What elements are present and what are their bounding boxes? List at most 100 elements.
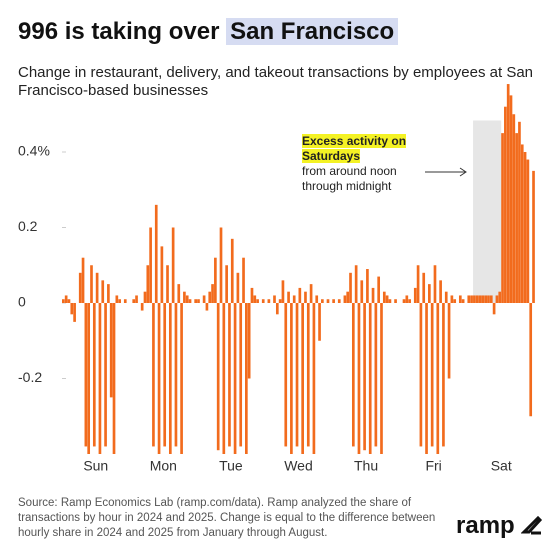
bar (349, 272, 352, 303)
logo-icon (520, 515, 543, 535)
bar (292, 295, 296, 303)
bar (492, 303, 496, 315)
chart-title: 996 is taking over (18, 18, 220, 45)
bar (239, 303, 243, 447)
bar (84, 303, 88, 447)
y-tick-label: -0.2 (18, 369, 42, 385)
bar (166, 265, 169, 303)
bar (256, 299, 259, 303)
bar (163, 303, 167, 447)
y-tick-label: 0.4% (18, 143, 50, 159)
annotation: Excess activity on Saturdays from around … (302, 134, 422, 194)
bar (185, 295, 189, 303)
bar (304, 291, 307, 303)
bar (104, 303, 107, 447)
bar (402, 299, 406, 303)
bar (332, 299, 335, 303)
bar (357, 303, 361, 454)
bar (351, 303, 355, 447)
bar (515, 133, 518, 303)
bar (366, 269, 369, 303)
bar (473, 295, 476, 303)
bar (405, 295, 409, 303)
bar (228, 303, 231, 447)
bar (458, 295, 462, 303)
bar (439, 280, 442, 303)
bar (380, 303, 383, 454)
bar (436, 303, 440, 454)
bar (321, 299, 324, 303)
bar (487, 295, 490, 303)
bar (95, 272, 99, 303)
bar (306, 303, 310, 447)
bar (90, 265, 93, 303)
bar (236, 272, 240, 303)
bar (177, 284, 181, 303)
bar (346, 291, 350, 303)
bar (115, 295, 119, 303)
bar (444, 291, 448, 303)
annotation-arrowhead (459, 167, 467, 177)
bar (374, 303, 378, 447)
bar (194, 299, 198, 303)
bar (501, 133, 504, 303)
bar (506, 84, 510, 303)
bar (489, 295, 493, 303)
bar (143, 291, 147, 303)
bar (157, 303, 161, 454)
bar (363, 303, 366, 451)
bar (107, 284, 110, 303)
bar (442, 303, 445, 447)
bar (498, 291, 502, 303)
bar (73, 303, 76, 322)
bar (312, 303, 316, 454)
bar (532, 170, 535, 303)
bar (98, 303, 102, 454)
bar (481, 295, 485, 303)
bar (87, 303, 91, 454)
bar (168, 303, 172, 454)
y-tick-label: 0 (18, 294, 26, 310)
bar (273, 295, 276, 303)
bar (461, 299, 465, 303)
bar (81, 257, 85, 303)
bar (174, 303, 178, 447)
bar (453, 299, 457, 303)
bar (253, 295, 257, 303)
bar (208, 291, 212, 303)
bar (146, 265, 150, 303)
x-tick-label: Mon (150, 458, 177, 474)
bar (337, 299, 341, 303)
bar (470, 295, 473, 303)
bar (371, 287, 375, 303)
bar (368, 303, 372, 454)
bar (183, 291, 186, 303)
bar (202, 295, 206, 303)
bar (211, 284, 214, 303)
bar (160, 246, 164, 303)
bar (309, 284, 313, 303)
bar (225, 265, 228, 303)
x-tick-label: Tue (219, 458, 243, 474)
bar (112, 303, 116, 454)
annotation-text: from around noon through midnight (302, 164, 397, 193)
bar (64, 295, 68, 303)
bar (343, 295, 347, 303)
bar (298, 287, 302, 303)
bar (180, 303, 183, 454)
bar (385, 295, 389, 303)
bar (504, 106, 507, 303)
bar (188, 299, 192, 303)
x-tick-label: Sat (491, 458, 512, 474)
title-block: 996 is taking over San Francisco (18, 18, 399, 46)
bar (219, 227, 223, 303)
logo: ramp (456, 512, 543, 540)
bar (430, 303, 434, 447)
bar (518, 121, 521, 303)
bar (92, 303, 96, 447)
bar (428, 284, 431, 303)
bar (197, 299, 200, 303)
bar (413, 287, 417, 303)
bar (422, 272, 426, 303)
